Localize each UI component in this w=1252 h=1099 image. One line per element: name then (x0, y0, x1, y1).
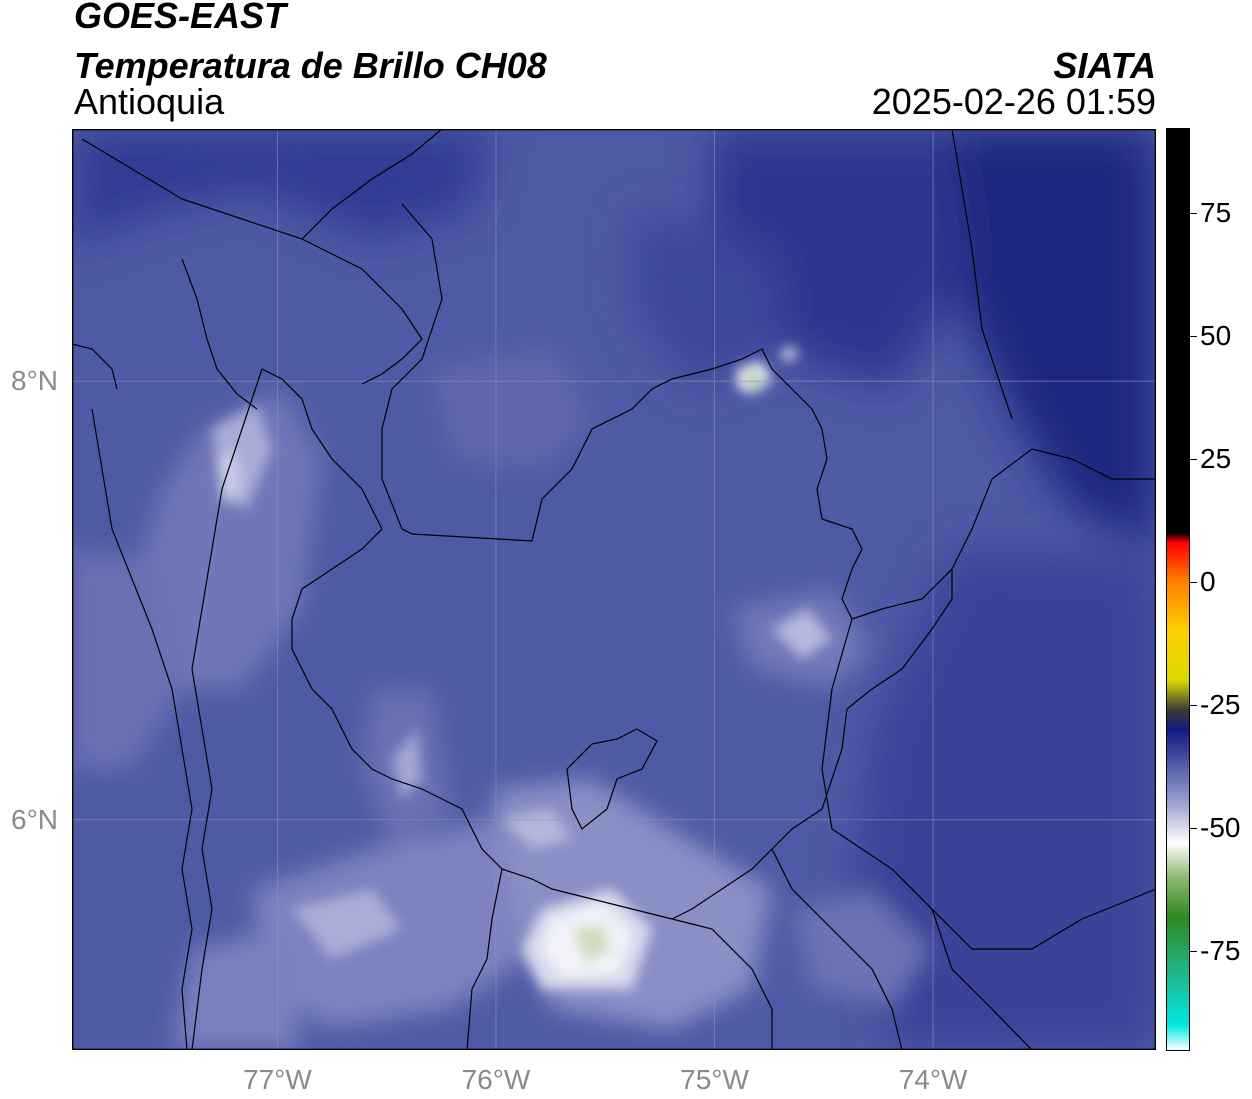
colorbar-tick-mark (1189, 828, 1197, 830)
coastline-choco (72, 343, 118, 390)
colorbar-tick-label: -25 (1200, 689, 1241, 721)
title-product: Temperatura de Brillo CH08 (74, 45, 547, 86)
dept-boundary-east-south (821, 618, 1156, 950)
title-satellite: GOES-EAST (74, 0, 287, 36)
dept-boundary-chocó (191, 368, 263, 1050)
dept-boundary-southwest (466, 868, 503, 1050)
colorbar-tick-mark (1189, 335, 1197, 337)
lon-tick-label: 77°W (243, 1064, 312, 1095)
dept-boundary-south-2 (771, 848, 903, 1050)
antioquia-boundary (291, 203, 953, 920)
colorbar-tick-mark (1189, 212, 1197, 214)
dept-boundary-east-south-2 (931, 908, 1033, 1050)
gridlines (72, 129, 1156, 1050)
lat-tick-label: 8°N (11, 365, 58, 397)
coastline-pacific (91, 408, 193, 1050)
map-panel (72, 129, 1156, 1050)
colorbar-tick-label: 25 (1200, 442, 1232, 474)
colorbar-tick-mark (1189, 582, 1197, 584)
dept-boundary-south (671, 918, 773, 1050)
coastline-uraba-west (181, 258, 258, 410)
map-frame (72, 129, 1156, 1050)
colorbar-tick-mark (1189, 458, 1197, 460)
title-region: Antioquia (74, 81, 225, 122)
colorbar-tick-label: 0 (1200, 566, 1216, 598)
enclave-boundary (566, 728, 658, 830)
colorbar-tick-label: 75 (1200, 196, 1232, 228)
brightness-temperature-field (72, 129, 1156, 1050)
colorbar-tick-label: -75 (1200, 935, 1241, 967)
colorbar-tick-mark (1189, 705, 1197, 707)
lat-tick-label: 6°N (11, 803, 58, 835)
coastline-north (301, 129, 443, 240)
timestamp-label: 2025-02-26 01:59 (871, 81, 1156, 122)
lon-tick-label: 75°W (680, 1064, 749, 1095)
dept-boundary-east (951, 448, 1156, 570)
lon-tick-label: 76°W (461, 1064, 531, 1095)
organization-label: SIATA (1053, 45, 1156, 86)
colorbar (1166, 128, 1190, 1051)
boundary-lines (72, 129, 1156, 1050)
dept-boundary-northeast (951, 129, 1013, 420)
colorbar-tick-label: -50 (1200, 812, 1241, 844)
colorbar-tick-label: 50 (1200, 319, 1232, 351)
colorbar-tick-mark (1189, 951, 1197, 953)
coastline-gulf-uraba (81, 138, 423, 385)
lon-tick-label: 74°W (898, 1064, 968, 1095)
antioquia-west-boundary (261, 368, 383, 530)
